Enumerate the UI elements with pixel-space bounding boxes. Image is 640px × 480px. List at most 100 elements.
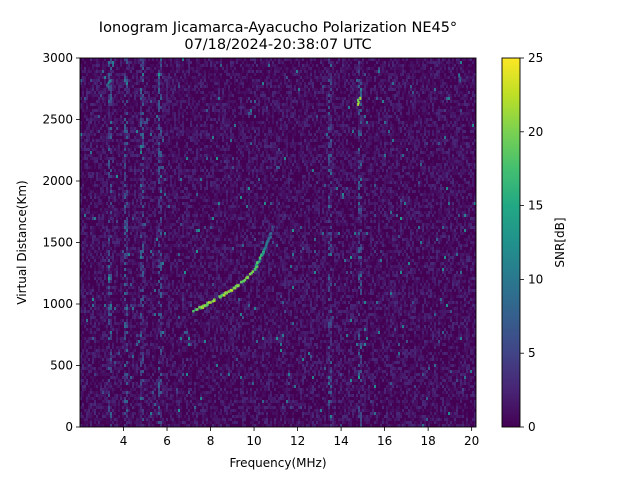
heatmap-cell (256, 64, 258, 67)
heatmap-cell (318, 175, 320, 178)
heatmap-cell (436, 94, 438, 97)
heatmap-cell (422, 172, 424, 175)
heatmap-cell (220, 148, 222, 151)
heatmap-cell (302, 115, 304, 118)
heatmap-cell (280, 88, 282, 91)
heatmap-cell (246, 136, 248, 139)
heatmap-cell (288, 121, 290, 124)
heatmap-cell (260, 94, 262, 97)
heatmap-cell (448, 166, 450, 169)
heatmap-cell (152, 139, 154, 142)
heatmap-cell (428, 91, 430, 94)
heatmap-cell (160, 73, 162, 76)
heatmap-cell (420, 67, 422, 70)
heatmap-cell (466, 118, 468, 121)
heatmap-cell (162, 172, 164, 175)
heatmap-cell (132, 106, 134, 109)
heatmap-cell (218, 169, 220, 172)
heatmap-cell (372, 166, 374, 169)
heatmap-cell (186, 175, 188, 178)
heatmap-cell (374, 157, 376, 160)
heatmap-cell (152, 136, 154, 139)
heatmap-cell (100, 175, 102, 178)
heatmap-cell (320, 139, 322, 142)
heatmap-cell (192, 97, 194, 100)
heatmap-cell (354, 106, 356, 109)
heatmap-cell (396, 64, 398, 67)
heatmap-cell (182, 70, 184, 73)
heatmap-cell (250, 82, 252, 85)
heatmap-cell (142, 67, 144, 70)
heatmap-cell (248, 97, 250, 100)
heatmap-cell (124, 73, 126, 76)
heatmap-cell (178, 115, 180, 118)
heatmap-cell (168, 100, 170, 103)
heatmap-cell (194, 109, 196, 112)
heatmap-cell (280, 133, 282, 136)
heatmap-cell (472, 172, 474, 175)
heatmap-cell (298, 76, 300, 79)
heatmap-cell (230, 133, 232, 136)
heatmap-cell (204, 85, 206, 88)
heatmap-cell (418, 160, 420, 163)
heatmap-cell (322, 61, 324, 64)
heatmap-cell (278, 61, 280, 64)
heatmap-cell (382, 133, 384, 136)
heatmap-cell (200, 64, 202, 67)
heatmap-cell (178, 172, 180, 175)
heatmap-cell (376, 76, 378, 79)
heatmap-cell (278, 106, 280, 109)
heatmap-cell (100, 73, 102, 76)
heatmap-cell (270, 70, 272, 73)
heatmap-cell (178, 61, 180, 64)
heatmap-cell (162, 160, 164, 163)
heatmap-cell (354, 172, 356, 175)
heatmap-cell (422, 70, 424, 73)
heatmap-cell (340, 106, 342, 109)
heatmap-cell (166, 103, 168, 106)
heatmap-cell (214, 142, 216, 145)
heatmap-cell (380, 88, 382, 91)
heatmap-cell (316, 88, 318, 91)
heatmap-cell (434, 67, 436, 70)
heatmap-cell (132, 121, 134, 124)
heatmap-cell (100, 94, 102, 97)
heatmap-cell (110, 175, 112, 178)
heatmap-cell (384, 163, 386, 166)
heatmap-cell (142, 97, 144, 100)
heatmap-cell (114, 172, 116, 175)
heatmap-cell (202, 88, 204, 91)
heatmap-cell (440, 163, 442, 166)
heatmap-cell (164, 160, 166, 163)
heatmap-cell (430, 94, 432, 97)
heatmap-cell (400, 157, 402, 160)
heatmap-cell (98, 97, 100, 100)
heatmap-cell (154, 91, 156, 94)
heatmap-cell (164, 76, 166, 79)
heatmap-cell (142, 154, 144, 157)
heatmap-cell (314, 121, 316, 124)
heatmap-cell (108, 115, 110, 118)
heatmap-cell (330, 151, 332, 154)
heatmap-cell (330, 145, 332, 148)
heatmap-cell (300, 115, 302, 118)
heatmap-cell (172, 127, 174, 130)
heatmap-cell (156, 157, 158, 160)
heatmap-cell (200, 130, 202, 133)
heatmap-cell (244, 142, 246, 145)
heatmap-cell (306, 118, 308, 121)
heatmap-cell (242, 91, 244, 94)
heatmap-cell (236, 151, 238, 154)
heatmap-cell (242, 139, 244, 142)
heatmap-cell (312, 136, 314, 139)
heatmap-cell (102, 100, 104, 103)
heatmap-cell (180, 94, 182, 97)
heatmap-cell (324, 124, 326, 127)
heatmap-cell (118, 88, 120, 91)
heatmap-cell (360, 166, 362, 169)
heatmap-cell (108, 112, 110, 115)
heatmap-cell (356, 151, 358, 154)
heatmap-cell (266, 145, 268, 148)
heatmap-cell (382, 148, 384, 151)
heatmap-cell (164, 142, 166, 145)
